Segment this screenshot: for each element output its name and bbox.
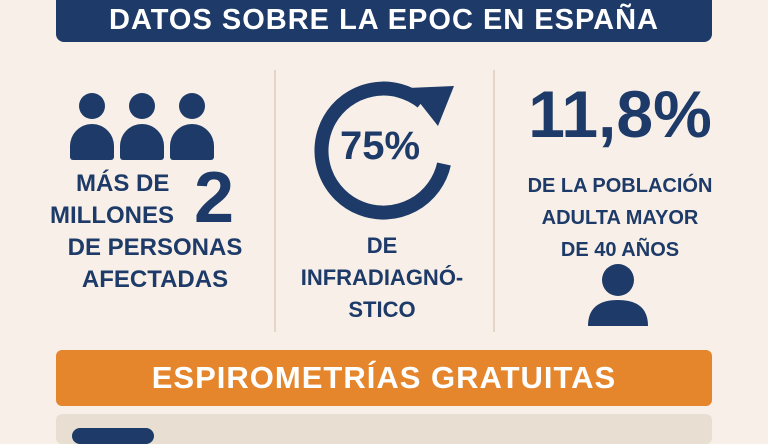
stat-underdiagnosis-text: DE INFRADIAGNÓ- STICO — [282, 230, 482, 326]
people-icon — [70, 80, 240, 160]
stat-underdiagnosis-value: 75% — [339, 124, 421, 168]
header-banner: DATOS SOBRE LA EPOC EN ESPAÑA — [56, 0, 712, 42]
stat-affected-line4: AFECTADAS — [81, 266, 229, 293]
stat-affected-line2: MILLONES — [50, 202, 174, 229]
stat-underdiagnosis-line2: INFRADIAGNÓ- — [300, 265, 464, 290]
cta-label: ESPIROMETRÍAS GRATUITAS — [151, 360, 617, 395]
stat-affected-text: MÁS DE MILLONES 2 DE PERSONAS AFECTADAS — [50, 162, 260, 296]
free-spirometry-banner: ESPIROMETRÍAS GRATUITAS — [56, 350, 712, 406]
circular-arrow-icon — [314, 81, 454, 220]
user-icon — [588, 264, 648, 326]
stat-population-panel: 11,8% DE LA POBLACIÓN ADULTA MAYOR DE 40… — [500, 70, 740, 332]
stat-affected-number: 2 — [194, 158, 235, 238]
column-divider — [274, 70, 276, 332]
bottom-section — [56, 414, 712, 444]
stat-affected-line1: MÁS DE — [76, 170, 170, 197]
stat-underdiagnosis-line1: DE — [366, 233, 398, 258]
stat-population-line2: ADULTA MAYOR — [541, 207, 699, 229]
stat-underdiagnosis-line3: STICO — [348, 297, 416, 322]
stat-affected-panel: MÁS DE MILLONES 2 DE PERSONAS AFECTADAS — [40, 70, 260, 332]
stat-affected-line3: DE PERSONAS — [67, 234, 243, 261]
stat-population-line3: DE 40 AÑOS — [560, 239, 680, 261]
bottom-badge — [72, 428, 154, 444]
page-title: DATOS SOBRE LA EPOC EN ESPAÑA — [109, 3, 659, 36]
column-divider — [493, 70, 495, 332]
stat-population-text: DE LA POBLACIÓN ADULTA MAYOR DE 40 AÑOS — [500, 170, 740, 266]
stat-population-line1: DE LA POBLACIÓN — [527, 175, 713, 197]
stat-population-value: 11,8% — [528, 77, 712, 151]
stat-underdiagnosis-panel: 75% DE INFRADIAGNÓ- STICO — [282, 70, 482, 332]
